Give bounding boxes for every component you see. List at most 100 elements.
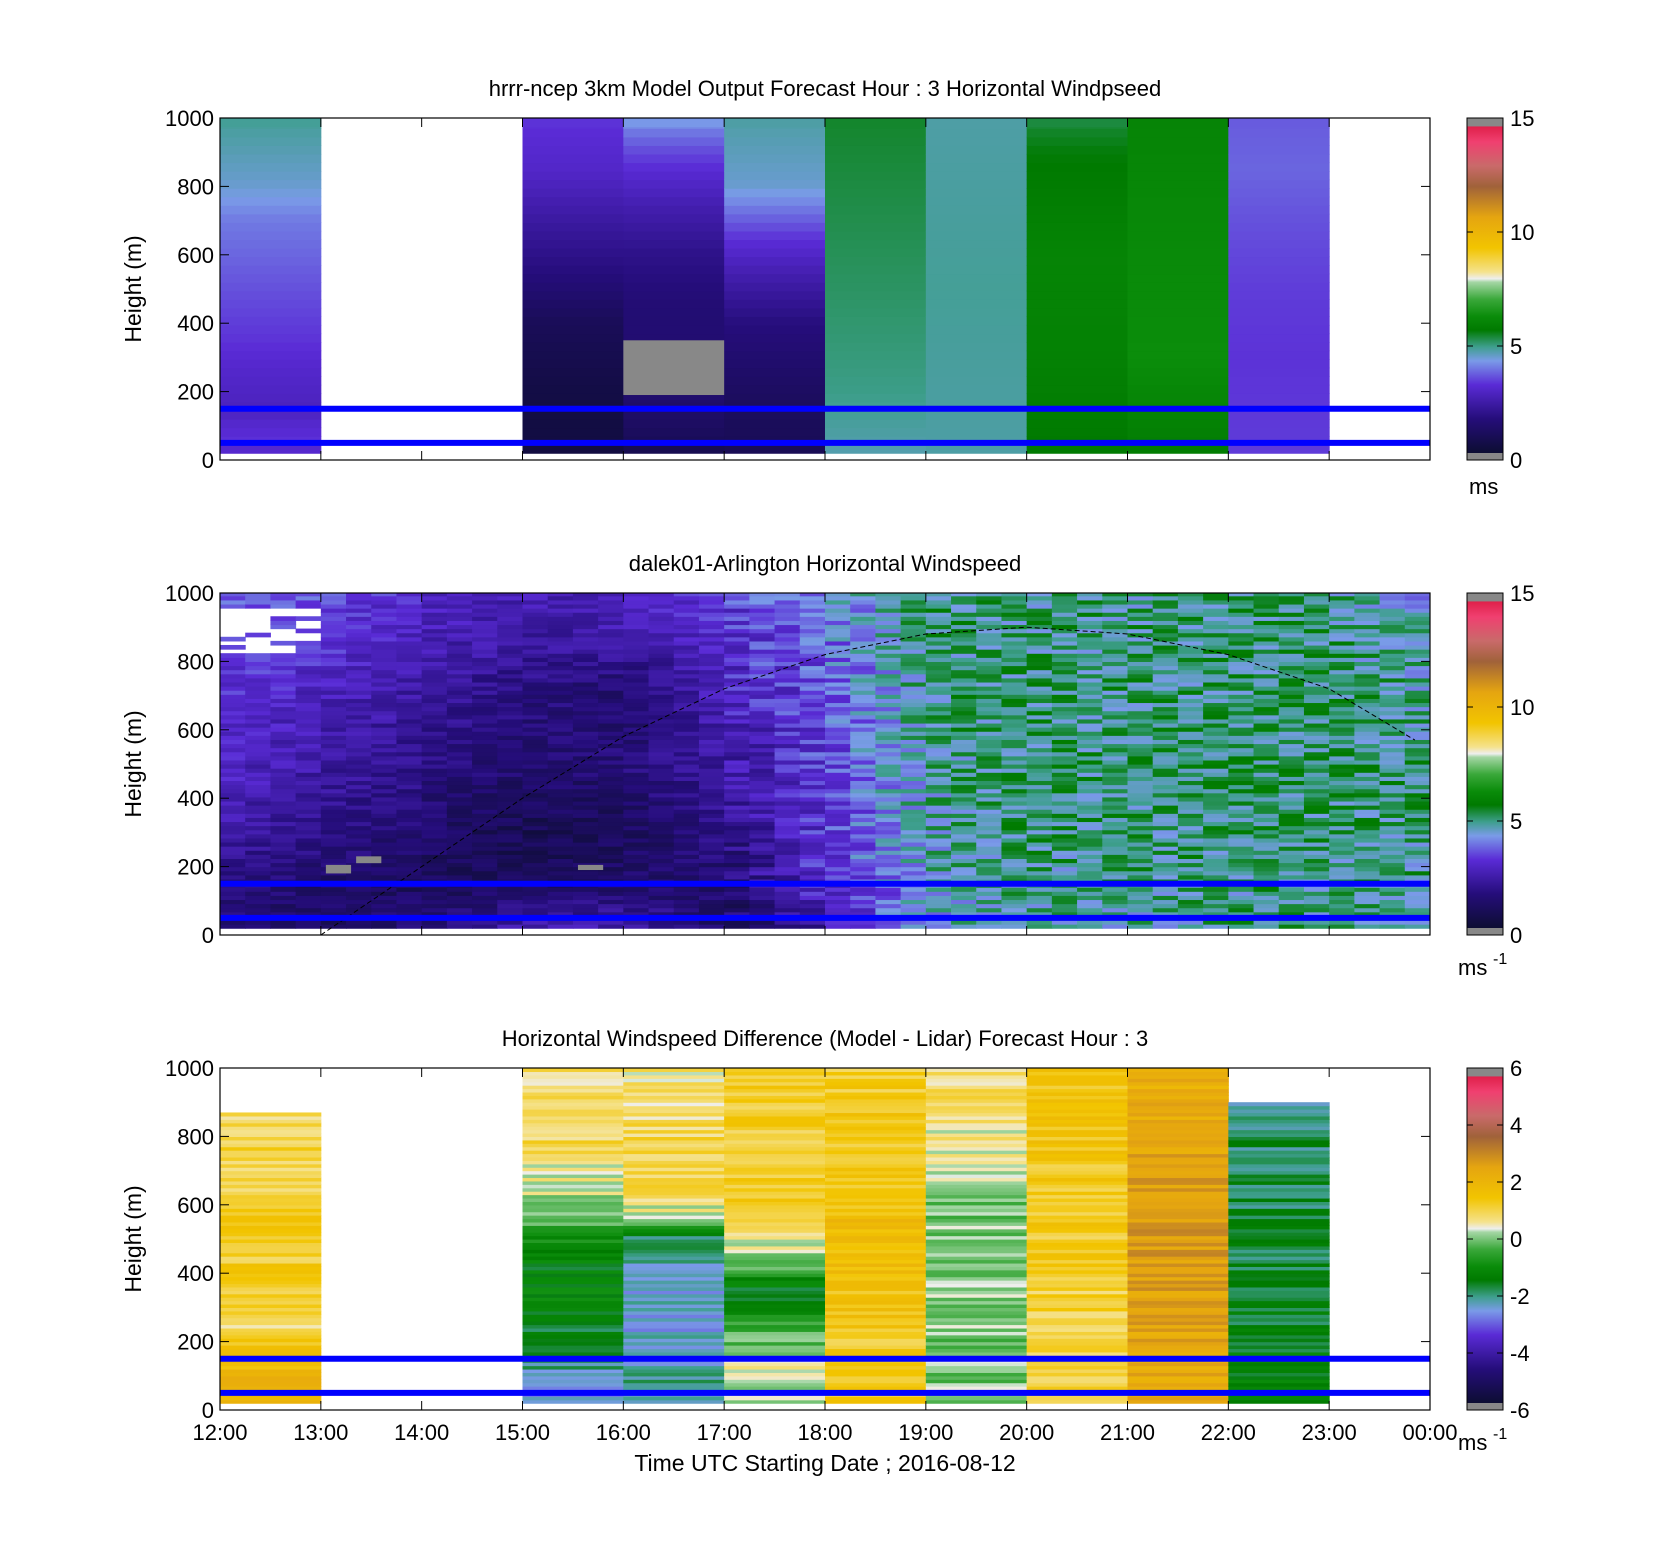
heatmap-cell (925, 899, 952, 905)
heatmap-cell (1329, 681, 1355, 687)
heatmap-cell (1228, 359, 1330, 369)
heatmap-cell (371, 681, 397, 687)
heatmap-cell (1152, 710, 1179, 716)
heatmap-cell (1026, 616, 1053, 621)
heatmap-cell (825, 1262, 927, 1267)
heatmap-cell (270, 686, 297, 691)
heatmap-cell (1228, 718, 1255, 724)
heatmap-cell (799, 887, 826, 892)
heatmap-cell (1303, 731, 1330, 736)
heatmap-cell (1329, 665, 1355, 671)
heatmap-cell (1404, 608, 1430, 613)
heatmap-cell (1102, 751, 1128, 757)
heatmap-cell (825, 1180, 927, 1185)
heatmap-cell (421, 612, 448, 617)
heatmap-cell (1051, 735, 1078, 740)
heatmap-cell (648, 599, 675, 605)
heatmap-cell (396, 714, 423, 720)
heatmap-cell (925, 714, 952, 720)
heatmap-cell (547, 907, 574, 913)
heatmap-cell (598, 616, 624, 621)
heatmap-cell (1253, 764, 1280, 769)
heatmap-cell (472, 755, 498, 761)
heatmap-cell (220, 179, 322, 189)
heatmap-cell (900, 686, 927, 691)
heatmap-cell (1404, 768, 1430, 773)
heatmap-cell (976, 924, 1002, 929)
heatmap-cell (1051, 792, 1078, 798)
heatmap-cell (623, 727, 650, 732)
heatmap-cell (749, 784, 776, 790)
heatmap-cell (1127, 290, 1229, 300)
heatmap-cell (320, 837, 347, 843)
heatmap-cell (749, 702, 776, 708)
heatmap-cell (623, 1334, 725, 1339)
heatmap-cell (925, 891, 952, 896)
heatmap-cell (925, 1225, 1028, 1230)
heatmap-cell (799, 874, 826, 880)
heatmap-cell (648, 780, 675, 786)
heatmap-cell (875, 792, 902, 798)
heatmap-cell (220, 282, 322, 292)
heatmap-cell (925, 1126, 1028, 1131)
heatmap-cell (572, 784, 599, 790)
heatmap-cell (1278, 743, 1305, 749)
heatmap-cell (1177, 792, 1204, 798)
heatmap-cell (875, 603, 902, 609)
heatmap-cell (900, 593, 927, 597)
heatmap-cell (522, 136, 624, 146)
heatmap-cell (1203, 694, 1229, 699)
heatmap-cell (1354, 829, 1381, 835)
heatmap-cell (1228, 393, 1330, 403)
heatmap-cell (1001, 620, 1028, 626)
heatmap-cell (446, 755, 473, 761)
heatmap-cell (799, 846, 826, 851)
heatmap-cell (522, 743, 549, 749)
heatmap-cell (295, 690, 322, 695)
heatmap-cell (850, 593, 876, 597)
heatmap-cell (900, 661, 927, 667)
heatmap-cell (825, 1310, 927, 1315)
heatmap-cell (623, 205, 725, 215)
heatmap-cell (976, 608, 1002, 613)
heatmap-cell (724, 694, 750, 699)
heatmap-cell (1102, 841, 1128, 847)
heatmap-cell (346, 677, 372, 683)
heatmap-cell (1001, 755, 1028, 761)
heatmap-cell (799, 759, 826, 765)
heatmap-cell (825, 595, 851, 601)
heatmap-cell (1051, 805, 1078, 810)
heatmap-cell (220, 739, 246, 745)
heatmap-cell (1404, 805, 1430, 810)
heatmap-cell (976, 612, 1002, 617)
heatmap-cell (698, 841, 725, 847)
heatmap-cell (572, 731, 599, 736)
heatmap-cell (497, 673, 523, 679)
heatmap-cell (673, 603, 700, 609)
heatmap-cell (220, 1170, 322, 1175)
heatmap-cell (497, 706, 523, 712)
heatmap-cell (1278, 755, 1305, 761)
heatmap-cell (875, 895, 902, 901)
heatmap-cell (1329, 747, 1355, 753)
heatmap-cell (648, 800, 675, 806)
heatmap-cell (825, 608, 851, 613)
heatmap-cell (1127, 350, 1229, 360)
heatmap-cell (1102, 833, 1128, 839)
heatmap-cell (1329, 593, 1355, 597)
heatmap-cell (1303, 640, 1330, 646)
heatmap-cell (346, 751, 372, 757)
heatmap-cell (220, 1317, 322, 1322)
heatmap-cell (749, 624, 776, 630)
heatmap-cell (623, 764, 650, 769)
heatmap-cell (220, 1341, 322, 1346)
heatmap-cell (396, 821, 423, 827)
heatmap-cell (825, 1194, 927, 1199)
heatmap-cell (1303, 788, 1330, 794)
heatmap-cell (648, 698, 675, 704)
heatmap-cell (522, 854, 549, 859)
heatmap-cell (1152, 919, 1179, 925)
heatmap-cell (623, 179, 725, 189)
heatmap-cell (724, 1167, 826, 1172)
heatmap-cell (1203, 644, 1229, 650)
